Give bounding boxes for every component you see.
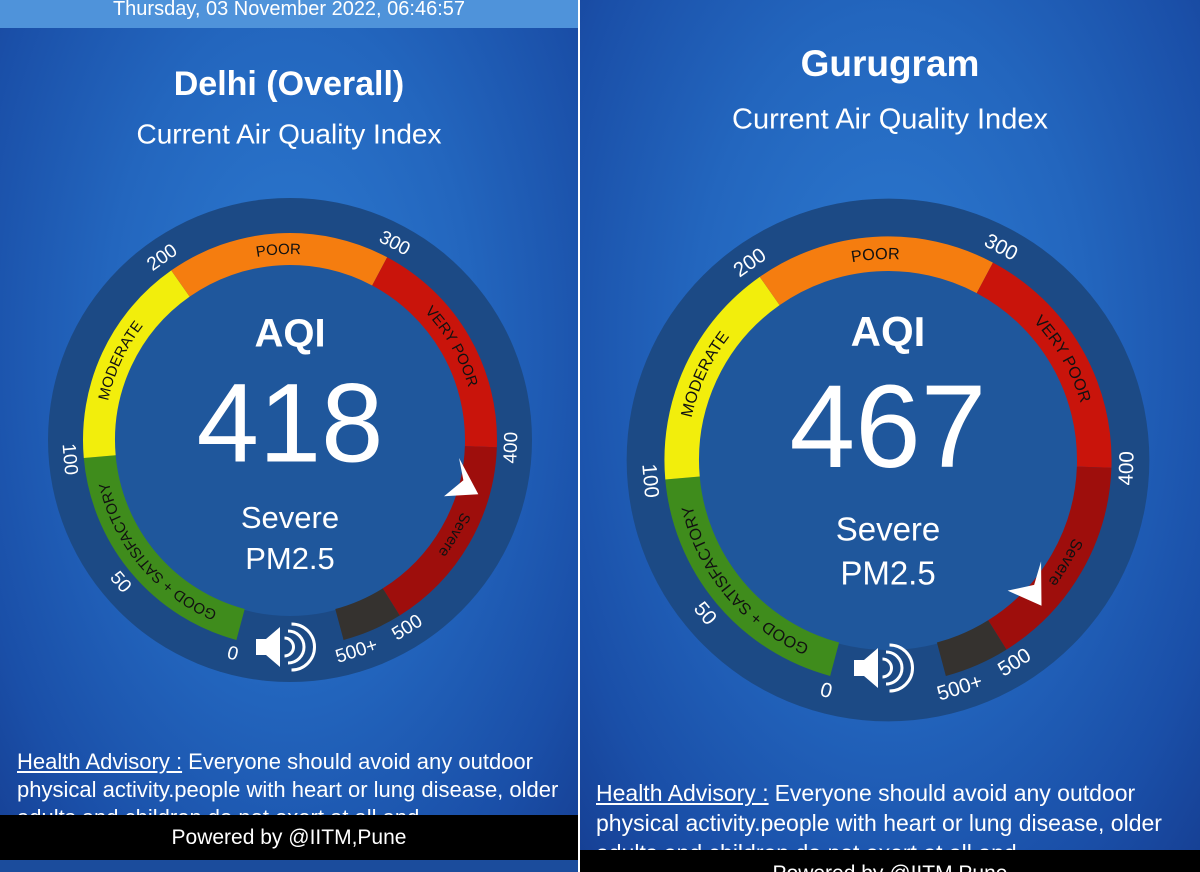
tick-label: 100 [57, 443, 81, 476]
timestamp: Thursday, 03 November 2022, 06:46:57 [0, 0, 578, 28]
gauge-face [114, 264, 466, 616]
subtitle: Current Air Quality Index [732, 104, 1048, 136]
speaker-icon [854, 648, 878, 688]
pollutant: PM2.5 [245, 541, 335, 576]
tick-label: 400 [1114, 451, 1138, 486]
gauge-segment [371, 257, 497, 448]
speaker-wave [885, 650, 904, 686]
footer: Powered by @IITM,Pune [580, 850, 1200, 872]
needle [1007, 561, 1042, 606]
gauge-segment [382, 445, 497, 616]
pollutant: PM2.5 [840, 555, 935, 592]
speaker-wave [291, 622, 316, 672]
speaker-icon [256, 627, 280, 667]
speaker-wave [882, 657, 893, 679]
gauge-segment [759, 236, 993, 306]
gauge-segment [936, 620, 1007, 676]
advisory-label: Health Advisory : [596, 780, 769, 806]
gauge-segment [83, 455, 245, 640]
gauge-segment [171, 233, 388, 297]
gauge-segment [976, 262, 1112, 468]
tick-label: 0 [225, 642, 241, 665]
gauge-segment [334, 588, 400, 640]
bottom-strip [0, 860, 578, 872]
speaker-wave [889, 643, 914, 693]
speaker-wave [284, 636, 295, 658]
gauge-face [697, 269, 1079, 651]
tick-label: 100 [637, 463, 663, 499]
aqi-category: Severe [241, 500, 339, 535]
aqi-category: Severe [836, 511, 941, 548]
aqi-label: AQI [254, 312, 325, 356]
advisory-label: Health Advisory : [17, 749, 183, 774]
gauge-segment [987, 466, 1112, 650]
gauge-segment [664, 276, 780, 480]
needle [444, 458, 479, 497]
speaker-wave [287, 629, 306, 665]
aqi-value: 418 [197, 361, 384, 486]
gauge-segment [665, 476, 840, 676]
phone-screen: Gurugram Current Air Quality Index GOOD + … [580, 0, 1200, 872]
subtitle: Current Air Quality Index [136, 118, 441, 149]
aqi-label: AQI [851, 308, 926, 355]
aqi-value: 467 [790, 361, 987, 493]
footer: Powered by @IITM,Pune [0, 815, 578, 860]
gauge-screen: Delhi (Overall) Current Air Quality Index… [48, 65, 532, 682]
tick-label: 400 [500, 432, 522, 464]
phone-screen: Delhi (Overall) Current Air Quality Index… [0, 0, 578, 872]
gauge-segment [83, 270, 190, 459]
city-title: Gurugram [801, 43, 980, 84]
city-title: Delhi (Overall) [174, 65, 405, 103]
